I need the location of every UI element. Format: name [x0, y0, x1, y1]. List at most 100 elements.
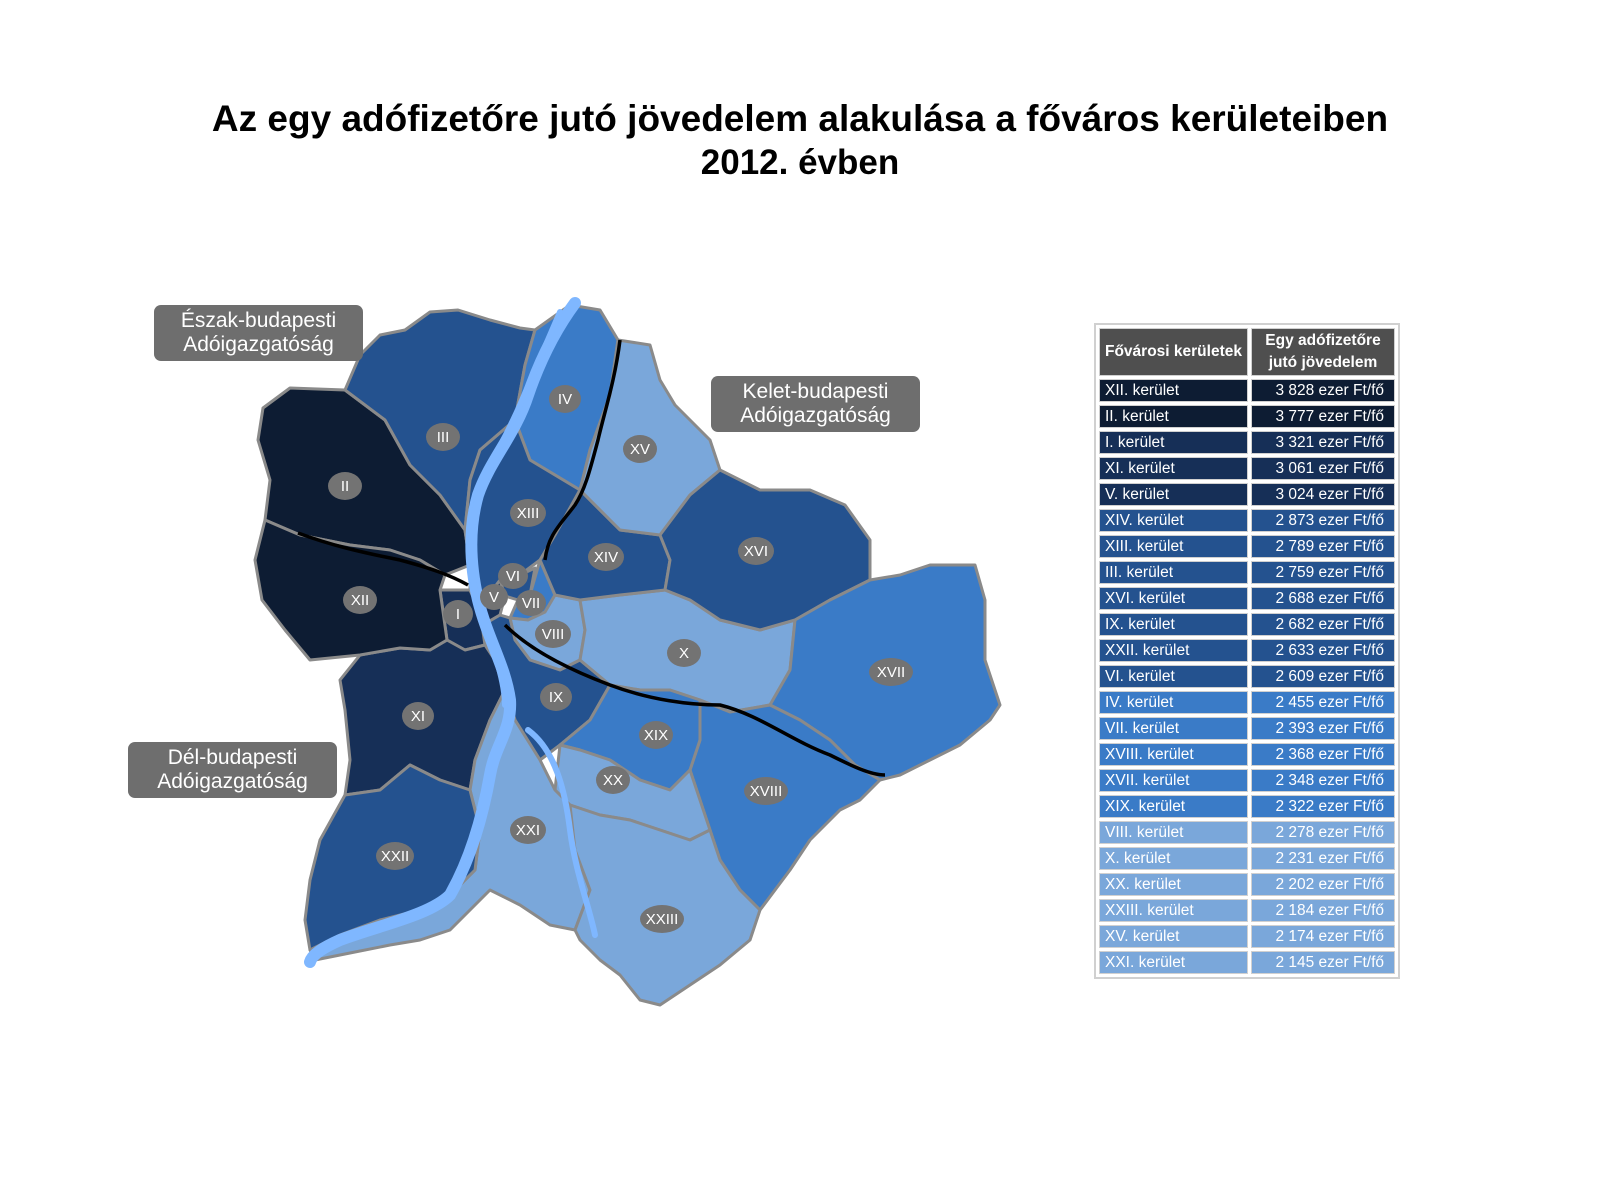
- header-income: Egy adófizetőre jutó jövedelem: [1251, 328, 1395, 376]
- income-value-cell: 2 873 ezer Ft/fő: [1251, 509, 1395, 532]
- district-label: XVIII: [750, 783, 783, 800]
- district-label: XVII: [877, 664, 905, 681]
- income-value-cell: 2 322 ezer Ft/fő: [1251, 795, 1395, 818]
- callout-south-tax-office: Dél-budapesti Adóigazgatóság: [128, 742, 337, 798]
- income-value-cell: 2 688 ezer Ft/fő: [1251, 587, 1395, 610]
- table-row: II. kerület 3 777 ezer Ft/fő: [1099, 405, 1395, 428]
- income-value-cell: 2 759 ezer Ft/fő: [1251, 561, 1395, 584]
- income-value-cell: 2 789 ezer Ft/fő: [1251, 535, 1395, 558]
- header-districts: Fővárosi kerületek: [1099, 328, 1248, 376]
- district-label-bubble: [498, 563, 528, 589]
- district-label: XXIII: [646, 911, 679, 928]
- district-label: XIII: [517, 505, 540, 522]
- district-name-cell: III. kerület: [1099, 561, 1248, 584]
- district-label: IV: [558, 391, 572, 408]
- callout-south-line2: Adóigazgatóság: [157, 770, 308, 793]
- table-row: XXII. kerület 2 633 ezer Ft/fő: [1099, 639, 1395, 662]
- table-row: V. kerület 3 024 ezer Ft/fő: [1099, 483, 1395, 506]
- district-label: XI: [411, 708, 425, 725]
- district-name-cell: X. kerület: [1099, 847, 1248, 870]
- income-value-cell: 2 145 ezer Ft/fő: [1251, 951, 1395, 974]
- income-value-cell: 3 777 ezer Ft/fő: [1251, 405, 1395, 428]
- callout-north-tax-office: Észak-budapesti Adóigazgatóság: [154, 305, 363, 361]
- income-value-cell: 2 455 ezer Ft/fő: [1251, 691, 1395, 714]
- income-value-cell: 2 202 ezer Ft/fő: [1251, 873, 1395, 896]
- district-label-bubble: [426, 423, 460, 451]
- table-header-row: Fővárosi kerületek Egy adófizetőre jutó …: [1099, 328, 1395, 376]
- district-label-bubble: [549, 385, 581, 413]
- district-name-cell: IV. kerület: [1099, 691, 1248, 714]
- district-label: VII: [522, 595, 540, 612]
- district-label: VI: [506, 568, 520, 585]
- district-label: V: [489, 589, 499, 606]
- district-label: XV: [630, 441, 650, 458]
- district-name-cell: II. kerület: [1099, 405, 1248, 428]
- district-label: X: [679, 645, 689, 662]
- district-label-bubble: [639, 721, 673, 749]
- district-label: I: [456, 606, 460, 623]
- district-name-cell: V. kerület: [1099, 483, 1248, 506]
- district-name-cell: XXI. kerület: [1099, 951, 1248, 974]
- table-row: XIII. kerület 2 789 ezer Ft/fő: [1099, 535, 1395, 558]
- table-row: VII. kerület 2 393 ezer Ft/fő: [1099, 717, 1395, 740]
- district-name-cell: IX. kerület: [1099, 613, 1248, 636]
- table-row: III. kerület 2 759 ezer Ft/fő: [1099, 561, 1395, 584]
- district-name-cell: XV. kerület: [1099, 925, 1248, 948]
- district-label-bubble: [343, 586, 377, 614]
- table-row: XX. kerület 2 202 ezer Ft/fő: [1099, 873, 1395, 896]
- district-label-bubble: [510, 816, 546, 844]
- region-border-line: [503, 623, 886, 777]
- district-label-bubble: [535, 620, 571, 648]
- district-label: XX: [603, 772, 623, 789]
- table-row: XVIII. kerület 2 368 ezer Ft/fő: [1099, 743, 1395, 766]
- income-value-cell: 2 393 ezer Ft/fő: [1251, 717, 1395, 740]
- district-label-bubble: [738, 537, 774, 565]
- district-label-bubble: [596, 766, 630, 794]
- page-title: Az egy adófizetőre jutó jövedelem alakul…: [211, 98, 1389, 139]
- river-branch: [525, 727, 598, 938]
- callout-east-line1: Kelet-budapesti: [742, 380, 889, 403]
- district-name-cell: I. kerület: [1099, 431, 1248, 454]
- district-name-cell: XI. kerület: [1099, 457, 1248, 480]
- district-label-bubble: [744, 777, 788, 805]
- district-label-bubble: [516, 590, 546, 616]
- district-label-bubble: [328, 472, 362, 500]
- district-label-bubble: [443, 600, 473, 628]
- table-row: XVII. kerület 2 348 ezer Ft/fő: [1099, 769, 1395, 792]
- income-value-cell: 2 348 ezer Ft/fő: [1251, 769, 1395, 792]
- table-row: XXIII. kerület 2 184 ezer Ft/fő: [1099, 899, 1395, 922]
- district-name-cell: XVIII. kerület: [1099, 743, 1248, 766]
- table-row: VIII. kerület 2 278 ezer Ft/fő: [1099, 821, 1395, 844]
- district-name-cell: XXII. kerület: [1099, 639, 1248, 662]
- district-label-bubble: [869, 658, 913, 686]
- region-border-line: [297, 531, 469, 587]
- table-row: XXI. kerület 2 145 ezer Ft/fő: [1099, 951, 1395, 974]
- callout-north-line1: Észak-budapesti: [180, 309, 337, 332]
- callout-east-tax-office: Kelet-budapesti Adóigazgatóság: [711, 376, 920, 432]
- district-label: XXII: [381, 848, 409, 865]
- district-name-cell: VII. kerület: [1099, 717, 1248, 740]
- district-label-bubble: [623, 435, 657, 463]
- river-branch: [304, 297, 581, 968]
- tax-office-borders: [297, 339, 886, 777]
- district-name-cell: XVII. kerület: [1099, 769, 1248, 792]
- table-row: XV. kerület 2 174 ezer Ft/fő: [1099, 925, 1395, 948]
- district-name-cell: XX. kerület: [1099, 873, 1248, 896]
- district-name-cell: VIII. kerület: [1099, 821, 1248, 844]
- income-value-cell: 3 024 ezer Ft/fő: [1251, 483, 1395, 506]
- district-label: IX: [549, 689, 563, 706]
- callout-north-line2: Adóigazgatóság: [183, 333, 334, 356]
- income-value-cell: 2 368 ezer Ft/fő: [1251, 743, 1395, 766]
- income-value-cell: 2 633 ezer Ft/fő: [1251, 639, 1395, 662]
- district-label-bubble: [540, 683, 572, 711]
- district-name-cell: VI. kerület: [1099, 665, 1248, 688]
- district-label: III: [437, 429, 450, 446]
- table-row: X. kerület 2 231 ezer Ft/fő: [1099, 847, 1395, 870]
- district-label: II: [341, 478, 349, 495]
- district-name-cell: XIII. kerület: [1099, 535, 1248, 558]
- table-row: XI. kerület 3 061 ezer Ft/fő: [1099, 457, 1395, 480]
- table-row: XIX. kerület 2 322 ezer Ft/fő: [1099, 795, 1395, 818]
- district-label-bubble: [640, 905, 684, 933]
- district-label: XIV: [594, 549, 618, 566]
